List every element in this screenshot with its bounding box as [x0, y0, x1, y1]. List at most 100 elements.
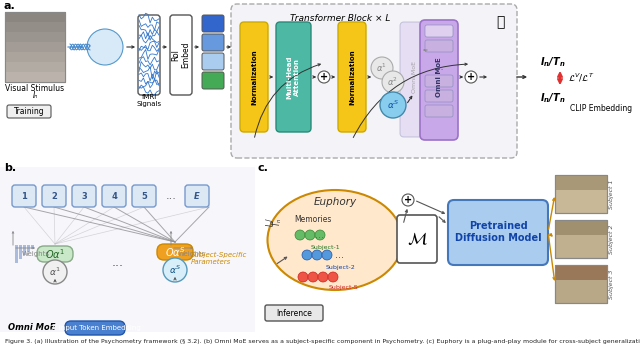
FancyBboxPatch shape — [448, 200, 548, 265]
FancyBboxPatch shape — [173, 245, 176, 263]
Text: Subject-S: Subject-S — [328, 285, 358, 289]
Text: fMRI
Signals: fMRI Signals — [136, 93, 161, 107]
FancyBboxPatch shape — [555, 265, 607, 280]
FancyBboxPatch shape — [265, 305, 323, 321]
FancyBboxPatch shape — [102, 185, 126, 207]
FancyBboxPatch shape — [202, 34, 224, 51]
Text: Subject-2: Subject-2 — [325, 264, 355, 270]
Text: Subject 2: Subject 2 — [609, 224, 614, 254]
Circle shape — [43, 260, 67, 284]
FancyBboxPatch shape — [15, 245, 18, 263]
Text: E: E — [194, 192, 200, 201]
Circle shape — [380, 92, 406, 118]
FancyBboxPatch shape — [37, 246, 73, 262]
Text: Subject 1: Subject 1 — [609, 179, 614, 209]
Text: a.: a. — [4, 1, 16, 11]
Text: $\mathcal{L}^V / \mathcal{L}^T$: $\mathcal{L}^V / \mathcal{L}^T$ — [568, 72, 595, 84]
Text: $\alpha^S$: $\alpha^S$ — [169, 264, 181, 276]
Text: Inference: Inference — [276, 308, 312, 318]
Circle shape — [465, 71, 477, 83]
FancyBboxPatch shape — [425, 25, 453, 37]
FancyBboxPatch shape — [7, 105, 51, 118]
FancyBboxPatch shape — [202, 53, 224, 70]
Text: Transformer Block × L: Transformer Block × L — [290, 14, 390, 23]
FancyBboxPatch shape — [170, 15, 192, 95]
FancyBboxPatch shape — [338, 22, 366, 132]
Text: +: + — [320, 72, 328, 82]
Text: c.: c. — [258, 163, 269, 173]
FancyBboxPatch shape — [202, 72, 224, 89]
Text: +: + — [467, 72, 475, 82]
FancyBboxPatch shape — [202, 15, 224, 32]
FancyBboxPatch shape — [65, 321, 125, 335]
FancyBboxPatch shape — [12, 185, 36, 207]
FancyBboxPatch shape — [425, 105, 453, 117]
Text: +: + — [404, 195, 412, 205]
Text: ...: ... — [335, 250, 344, 260]
FancyBboxPatch shape — [19, 245, 22, 259]
Text: ...: ... — [112, 255, 124, 269]
Text: 1: 1 — [21, 192, 27, 201]
FancyBboxPatch shape — [72, 185, 96, 207]
Text: $\alpha^1$: $\alpha^1$ — [376, 62, 388, 74]
FancyBboxPatch shape — [555, 220, 607, 235]
Circle shape — [318, 272, 328, 282]
Text: 🔥: 🔥 — [496, 15, 504, 29]
FancyBboxPatch shape — [5, 12, 65, 22]
FancyBboxPatch shape — [240, 22, 268, 132]
FancyBboxPatch shape — [177, 245, 180, 259]
Text: $\mathcal{M}$: $\mathcal{M}$ — [406, 230, 428, 248]
Circle shape — [163, 258, 187, 282]
Circle shape — [87, 29, 123, 65]
Text: 4: 4 — [111, 192, 117, 201]
Circle shape — [371, 57, 393, 79]
Text: Subject 3: Subject 3 — [609, 269, 614, 299]
FancyBboxPatch shape — [425, 90, 453, 102]
Text: ...: ... — [166, 191, 177, 201]
FancyBboxPatch shape — [42, 185, 66, 207]
FancyBboxPatch shape — [5, 52, 65, 62]
FancyBboxPatch shape — [5, 22, 65, 32]
Circle shape — [302, 250, 312, 260]
FancyBboxPatch shape — [231, 4, 517, 158]
FancyBboxPatch shape — [189, 245, 192, 249]
FancyBboxPatch shape — [181, 245, 184, 255]
FancyBboxPatch shape — [555, 265, 607, 303]
Text: Omni MoE: Omni MoE — [8, 323, 56, 332]
FancyBboxPatch shape — [5, 72, 65, 82]
Text: $\alpha^S$: $\alpha^S$ — [387, 99, 399, 111]
Text: $\bfit{I_n/T_n}$: $\bfit{I_n/T_n}$ — [540, 55, 566, 69]
Circle shape — [312, 250, 322, 260]
Text: O  Input Token Embedding: O Input Token Embedding — [49, 325, 141, 331]
Text: Iₙ: Iₙ — [33, 91, 38, 100]
Text: $O\alpha^1$: $O\alpha^1$ — [45, 247, 65, 261]
FancyBboxPatch shape — [425, 75, 453, 87]
Circle shape — [298, 272, 308, 282]
Circle shape — [318, 71, 330, 83]
Text: Subject-1: Subject-1 — [310, 245, 340, 251]
Text: ...: ... — [316, 230, 324, 240]
Circle shape — [305, 230, 315, 240]
Text: $I_n/$: $I_n/$ — [265, 217, 277, 227]
Text: $\alpha^1$: $\alpha^1$ — [49, 266, 61, 278]
Text: CLIP Embedding: CLIP Embedding — [570, 103, 632, 112]
Circle shape — [315, 230, 325, 240]
FancyBboxPatch shape — [400, 22, 430, 137]
Text: $T_n$: $T_n$ — [272, 217, 284, 227]
FancyBboxPatch shape — [5, 62, 65, 72]
Text: Memories: Memories — [294, 215, 332, 225]
Text: Pretrained
Diffusion Model: Pretrained Diffusion Model — [454, 221, 541, 243]
Circle shape — [382, 71, 404, 93]
Circle shape — [308, 272, 318, 282]
FancyBboxPatch shape — [0, 167, 255, 332]
FancyBboxPatch shape — [185, 185, 209, 207]
Text: $\alpha^2$: $\alpha^2$ — [387, 76, 399, 88]
FancyBboxPatch shape — [420, 20, 458, 140]
FancyBboxPatch shape — [132, 185, 156, 207]
FancyBboxPatch shape — [185, 245, 188, 252]
Text: 5: 5 — [141, 192, 147, 201]
Circle shape — [328, 272, 338, 282]
Text: $O\alpha^S$: $O\alpha^S$ — [164, 245, 186, 259]
Text: Training: Training — [13, 107, 44, 116]
FancyBboxPatch shape — [157, 244, 193, 260]
